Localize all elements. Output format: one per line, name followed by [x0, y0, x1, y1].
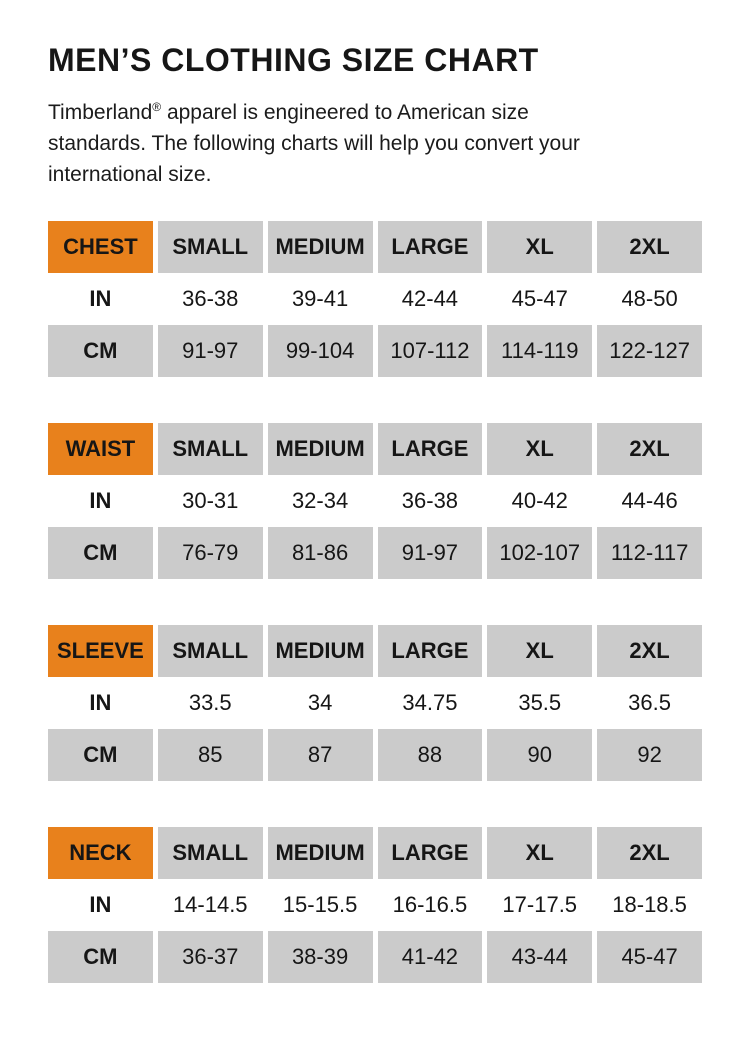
intro-line3: international size. — [48, 163, 212, 186]
column-header-2xl: 2XL — [597, 625, 702, 677]
value-cell: 36-38 — [401, 488, 459, 513]
value-cell: 48-50 — [621, 286, 678, 311]
column-header-large: LARGE — [377, 221, 483, 273]
value-cell: 88 — [377, 729, 483, 781]
column-header-medium: MEDIUM — [267, 625, 373, 677]
value-cell: 36-38 — [182, 286, 239, 311]
value-cell: 107-112 — [377, 325, 483, 377]
unit-label-cm: CM — [48, 729, 153, 781]
size-table-sleeve: SLEEVE SMALL MEDIUM LARGE XL 2XL IN 33.5… — [48, 625, 702, 781]
value-cell: 114-119 — [487, 325, 593, 377]
value-cell: 18-18.5 — [612, 892, 687, 917]
value-cell: 39-41 — [291, 286, 349, 311]
value-cell: 85 — [157, 729, 263, 781]
value-cell: 14-14.5 — [172, 892, 248, 917]
value-cell: 102-107 — [487, 527, 593, 579]
column-header-large: LARGE — [377, 827, 483, 879]
column-header-2xl: 2XL — [597, 221, 702, 273]
column-header-xl: XL — [487, 423, 593, 475]
value-cell: 91-97 — [157, 325, 263, 377]
column-header-medium: MEDIUM — [267, 423, 373, 475]
measure-header-chest: CHEST — [48, 221, 153, 273]
value-cell: 15-15.5 — [282, 892, 358, 917]
registered-trademark-symbol: ® — [152, 100, 162, 114]
value-cell: 76-79 — [157, 527, 263, 579]
value-cell: 91-97 — [377, 527, 483, 579]
unit-label-in: IN — [89, 488, 112, 513]
column-header-xl: XL — [487, 221, 593, 273]
measure-header-waist: WAIST — [48, 423, 153, 475]
intro-line2: standards. The following charts will hel… — [48, 132, 580, 155]
column-header-large: LARGE — [377, 423, 483, 475]
size-table-neck: NECK SMALL MEDIUM LARGE XL 2XL IN 14-14.… — [48, 827, 702, 983]
page-title: MEN’S CLOTHING SIZE CHART — [48, 42, 539, 78]
column-header-xl: XL — [487, 827, 593, 879]
value-cell: 92 — [597, 729, 702, 781]
column-header-small: SMALL — [157, 423, 263, 475]
value-cell: 17-17.5 — [502, 892, 578, 917]
value-cell: 38-39 — [267, 931, 373, 983]
column-header-medium: MEDIUM — [267, 221, 373, 273]
column-header-large: LARGE — [377, 625, 483, 677]
value-cell: 81-86 — [267, 527, 373, 579]
column-header-2xl: 2XL — [597, 827, 702, 879]
value-cell: 45-47 — [597, 931, 702, 983]
value-cell: 33.5 — [188, 690, 232, 715]
column-header-small: SMALL — [157, 221, 263, 273]
unit-label-cm: CM — [48, 325, 153, 377]
unit-label-in: IN — [89, 690, 112, 715]
unit-label-cm: CM — [48, 931, 153, 983]
column-header-xl: XL — [487, 625, 593, 677]
intro-paragraph: Timberland® apparel is engineered to Ame… — [48, 97, 702, 190]
unit-label-cm: CM — [48, 527, 153, 579]
value-cell: 34.75 — [402, 690, 458, 715]
value-cell: 36-37 — [157, 931, 263, 983]
column-header-medium: MEDIUM — [267, 827, 373, 879]
value-cell: 40-42 — [511, 488, 568, 513]
size-table-waist: WAIST SMALL MEDIUM LARGE XL 2XL IN 30-31… — [48, 423, 702, 579]
value-cell: 30-31 — [182, 488, 239, 513]
value-cell: 87 — [267, 729, 373, 781]
intro-line1-pre: Timberland — [48, 101, 153, 124]
value-cell: 112-117 — [597, 527, 702, 579]
column-header-small: SMALL — [157, 625, 263, 677]
measure-header-sleeve: SLEEVE — [48, 625, 153, 677]
value-cell: 44-46 — [621, 488, 678, 513]
unit-label-in: IN — [89, 892, 112, 917]
value-cell: 36.5 — [628, 690, 671, 715]
value-cell: 41-42 — [377, 931, 483, 983]
value-cell: 90 — [487, 729, 593, 781]
value-cell: 34 — [307, 690, 333, 715]
size-table-chest: CHEST SMALL MEDIUM LARGE XL 2XL IN 36-38… — [48, 221, 702, 377]
value-cell: 45-47 — [511, 286, 568, 311]
column-header-2xl: 2XL — [597, 423, 702, 475]
value-cell: 16-16.5 — [392, 892, 468, 917]
measure-header-neck: NECK — [48, 827, 153, 879]
column-header-small: SMALL — [157, 827, 263, 879]
value-cell: 42-44 — [401, 286, 459, 311]
value-cell: 122-127 — [597, 325, 702, 377]
value-cell: 43-44 — [487, 931, 593, 983]
value-cell: 35.5 — [518, 690, 562, 715]
value-cell: 99-104 — [267, 325, 373, 377]
value-cell: 32-34 — [291, 488, 349, 513]
unit-label-in: IN — [89, 286, 112, 311]
intro-line1-post: apparel is engineered to American size — [161, 101, 529, 124]
